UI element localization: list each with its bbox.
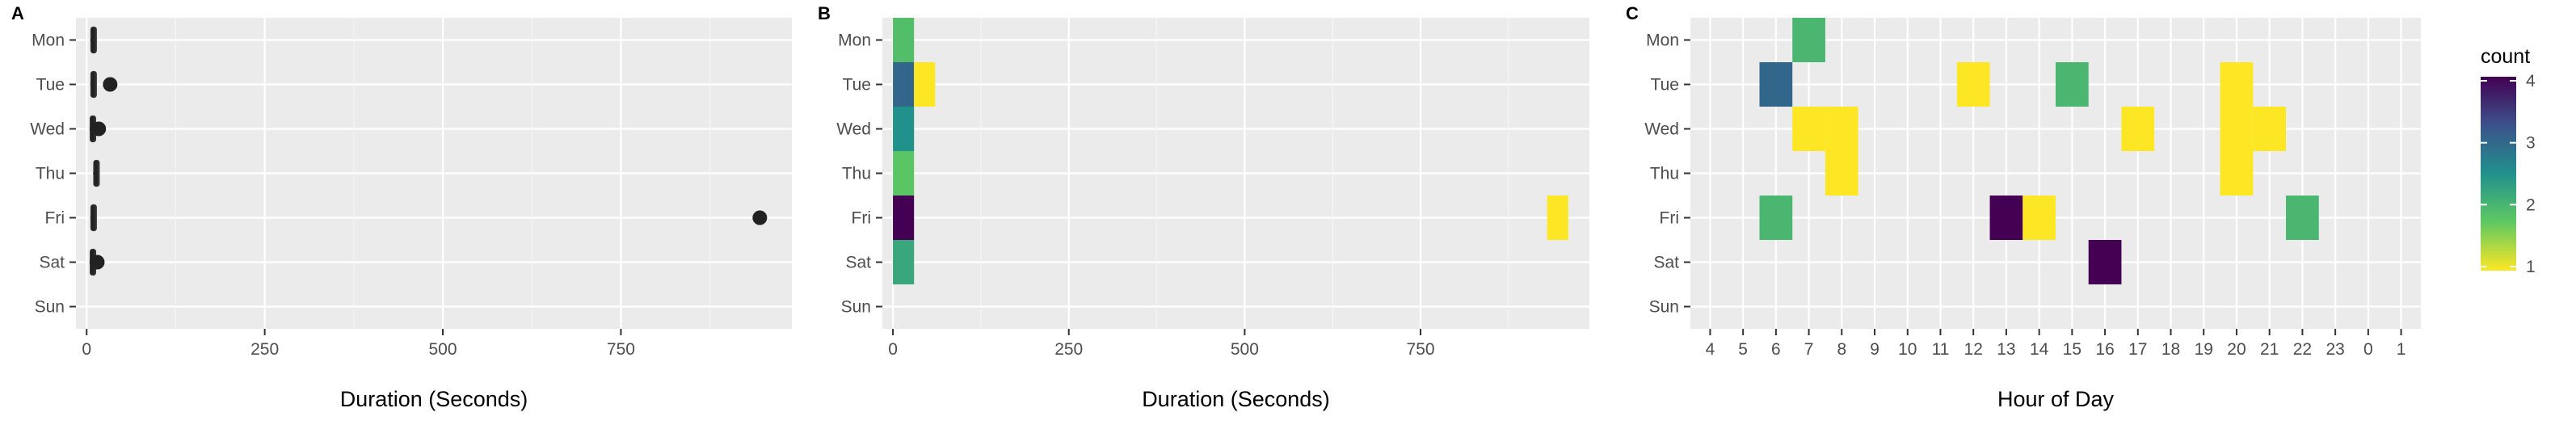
x-tick-label: 21 <box>2260 340 2279 359</box>
x-tick-label: 250 <box>1054 340 1083 359</box>
x-tick-label: 16 <box>2095 340 2114 359</box>
heat-cell-tue <box>914 62 936 107</box>
heat-cell-tue-12 <box>1956 62 1990 107</box>
heat-cell-wed-21 <box>2253 107 2287 151</box>
legend-tick-label: 4 <box>2526 72 2536 90</box>
x-tick-label: 1 <box>2397 340 2406 359</box>
y-tick-label: Fri <box>45 209 65 228</box>
x-tick-label: 500 <box>1231 340 1259 359</box>
x-axis-title: Duration (Seconds) <box>340 387 528 411</box>
x-tick-label: 0 <box>2363 340 2373 359</box>
x-tick-label: 7 <box>1804 340 1814 359</box>
y-tick-label: Fri <box>852 209 872 228</box>
heat-cell-wed-20 <box>2220 107 2254 151</box>
heat-cell-wed-8 <box>1825 107 1858 151</box>
x-tick-label: 14 <box>2030 340 2049 359</box>
legend-colorbar <box>2481 77 2516 271</box>
heat-cell-wed-17 <box>2121 107 2155 151</box>
heat-cell-fri-13 <box>1989 196 2023 240</box>
x-tick-label: 9 <box>1870 340 1879 359</box>
heat-cell-wed-7 <box>1792 107 1825 151</box>
x-tick-label: 18 <box>2161 340 2180 359</box>
x-tick-label: 23 <box>2326 340 2344 359</box>
x-tick-label: 750 <box>607 340 635 359</box>
heat-cell-sat-16 <box>2088 240 2122 284</box>
outlier-point <box>90 254 105 270</box>
y-tick-label: Tue <box>1651 76 1679 95</box>
y-tick-label: Wed <box>30 120 65 139</box>
x-tick-label: 0 <box>888 340 898 359</box>
x-tick-label: 250 <box>250 340 279 359</box>
legend-tick-label: 3 <box>2526 134 2536 153</box>
heat-cell-tue <box>893 62 915 107</box>
panel-label: C <box>1626 3 1639 23</box>
x-tick-label: 10 <box>1898 340 1917 359</box>
x-tick-label: 19 <box>2195 340 2213 359</box>
heat-cell-sat <box>893 240 915 284</box>
x-tick-label: 0 <box>82 340 91 359</box>
outlier-point <box>752 210 768 225</box>
heat-cell-thu <box>893 151 915 196</box>
y-tick-label: Tue <box>843 76 871 95</box>
x-tick-label: 12 <box>1964 340 1983 359</box>
x-tick-label: 750 <box>1407 340 1435 359</box>
y-tick-label: Mon <box>1646 32 1679 50</box>
x-tick-label: 4 <box>1706 340 1715 359</box>
outlier-point <box>103 77 118 92</box>
y-tick-label: Sat <box>39 254 65 272</box>
outlier-point <box>91 121 107 137</box>
y-tick-label: Tue <box>36 76 65 95</box>
legend-title: count <box>2481 45 2530 68</box>
y-tick-label: Sun <box>1649 298 1679 317</box>
x-tick-label: 13 <box>1997 340 2015 359</box>
heat-cell-mon <box>893 18 915 62</box>
heat-cell-fri-6 <box>1759 196 1793 240</box>
heat-cell-mon-7 <box>1792 18 1825 62</box>
x-axis-title: Hour of Day <box>1997 387 2115 411</box>
x-tick-label: 6 <box>1771 340 1781 359</box>
panel-label: B <box>818 3 831 23</box>
x-tick-label: 8 <box>1837 340 1846 359</box>
panel-label: A <box>11 3 24 23</box>
heat-cell-fri <box>1547 196 1568 240</box>
heat-cell-wed <box>893 107 915 151</box>
legend-tick-label: 1 <box>2526 258 2536 276</box>
heat-cell-thu-8 <box>1825 151 1858 196</box>
y-tick-label: Thu <box>842 165 871 183</box>
y-tick-label: Sun <box>35 298 65 317</box>
y-tick-label: Mon <box>32 32 65 50</box>
x-tick-label: 11 <box>1932 340 1950 359</box>
heat-cell-fri <box>893 196 915 240</box>
x-axis-title: Duration (Seconds) <box>1142 387 1330 411</box>
x-tick-label: 17 <box>2128 340 2147 359</box>
y-tick-label: Mon <box>838 32 871 50</box>
x-tick-label: 20 <box>2227 340 2246 359</box>
legend-tick-label: 2 <box>2526 196 2536 214</box>
heat-cell-fri-22 <box>2286 196 2319 240</box>
y-tick-label: Wed <box>836 120 871 139</box>
y-tick-label: Thu <box>1650 165 1679 183</box>
x-tick-label: 5 <box>1738 340 1748 359</box>
x-tick-label: 22 <box>2293 340 2312 359</box>
heat-cell-tue-6 <box>1759 62 1793 107</box>
y-tick-label: Sat <box>1653 254 1679 272</box>
y-tick-label: Thu <box>36 165 65 183</box>
heat-cell-fri-14 <box>2022 196 2056 240</box>
heat-cell-tue-20 <box>2220 62 2254 107</box>
y-tick-label: Wed <box>1644 120 1679 139</box>
heat-cell-tue-15 <box>2056 62 2089 107</box>
heat-cell-thu-20 <box>2220 151 2254 196</box>
x-tick-label: 500 <box>428 340 457 359</box>
y-tick-label: Sat <box>845 254 871 272</box>
y-tick-label: Fri <box>1660 209 1680 228</box>
x-tick-label: 15 <box>2063 340 2081 359</box>
y-tick-label: Sun <box>841 298 871 317</box>
